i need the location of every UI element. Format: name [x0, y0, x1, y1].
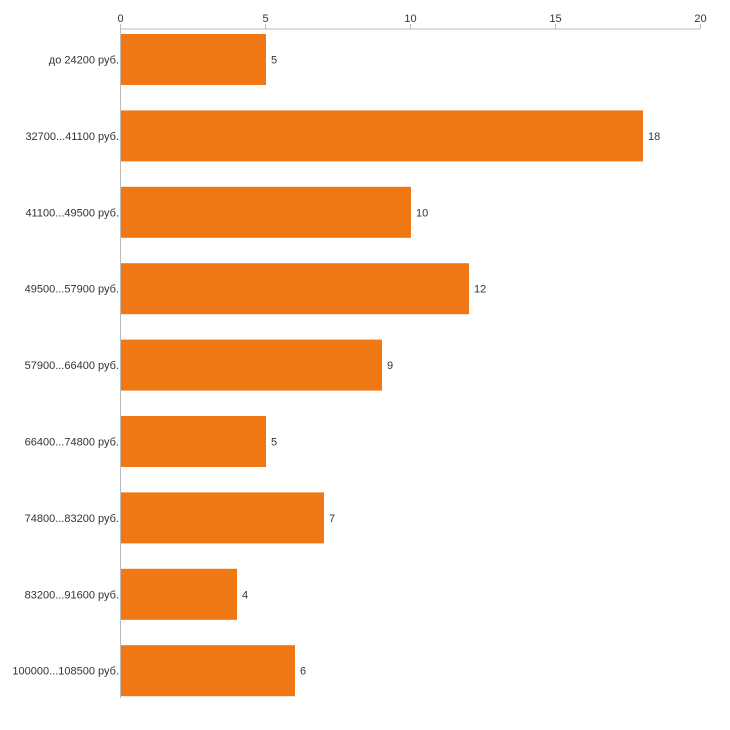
value-label: 5 [271, 55, 277, 67]
value-label: 6 [300, 666, 306, 678]
bar [121, 492, 324, 544]
value-label: 12 [474, 284, 486, 296]
x-tick-label: 0 [117, 13, 123, 25]
bars-group: 5 18 10 12 9 5 7 4 6 [121, 34, 660, 697]
category-label: 41100...49500 руб. [25, 207, 119, 219]
value-label: 4 [242, 589, 248, 601]
y-axis: до 24200 руб. 32700...41100 руб. 41100...4… [12, 29, 121, 698]
bar [121, 263, 469, 315]
x-tick-label: 20 [694, 13, 706, 25]
category-label: 74800...83200 руб. [25, 513, 119, 525]
bar [121, 645, 295, 697]
bar [121, 339, 382, 391]
bar [121, 186, 411, 238]
category-label: 32700...41100 руб. [25, 131, 119, 143]
value-label: 18 [648, 131, 660, 143]
bar [121, 568, 237, 620]
category-label: до 24200 руб. [49, 55, 119, 67]
value-label: 5 [271, 437, 277, 449]
x-tick-label: 10 [404, 13, 416, 25]
bar [121, 416, 266, 467]
bar [121, 110, 643, 162]
bar [121, 34, 266, 85]
category-label: 100000...108500 руб. [12, 666, 119, 678]
x-axis: 0 5 10 15 20 [117, 13, 707, 30]
value-label: 9 [387, 360, 393, 372]
category-label: 49500...57900 руб. [25, 284, 119, 296]
x-tick-label: 5 [262, 13, 268, 25]
value-label: 10 [416, 207, 428, 219]
category-label: 66400...74800 руб. [25, 437, 119, 449]
value-label: 7 [329, 513, 335, 525]
category-label: 83200...91600 руб. [25, 589, 119, 601]
category-label: 57900...66400 руб. [25, 360, 119, 372]
x-tick-label: 15 [549, 13, 561, 25]
